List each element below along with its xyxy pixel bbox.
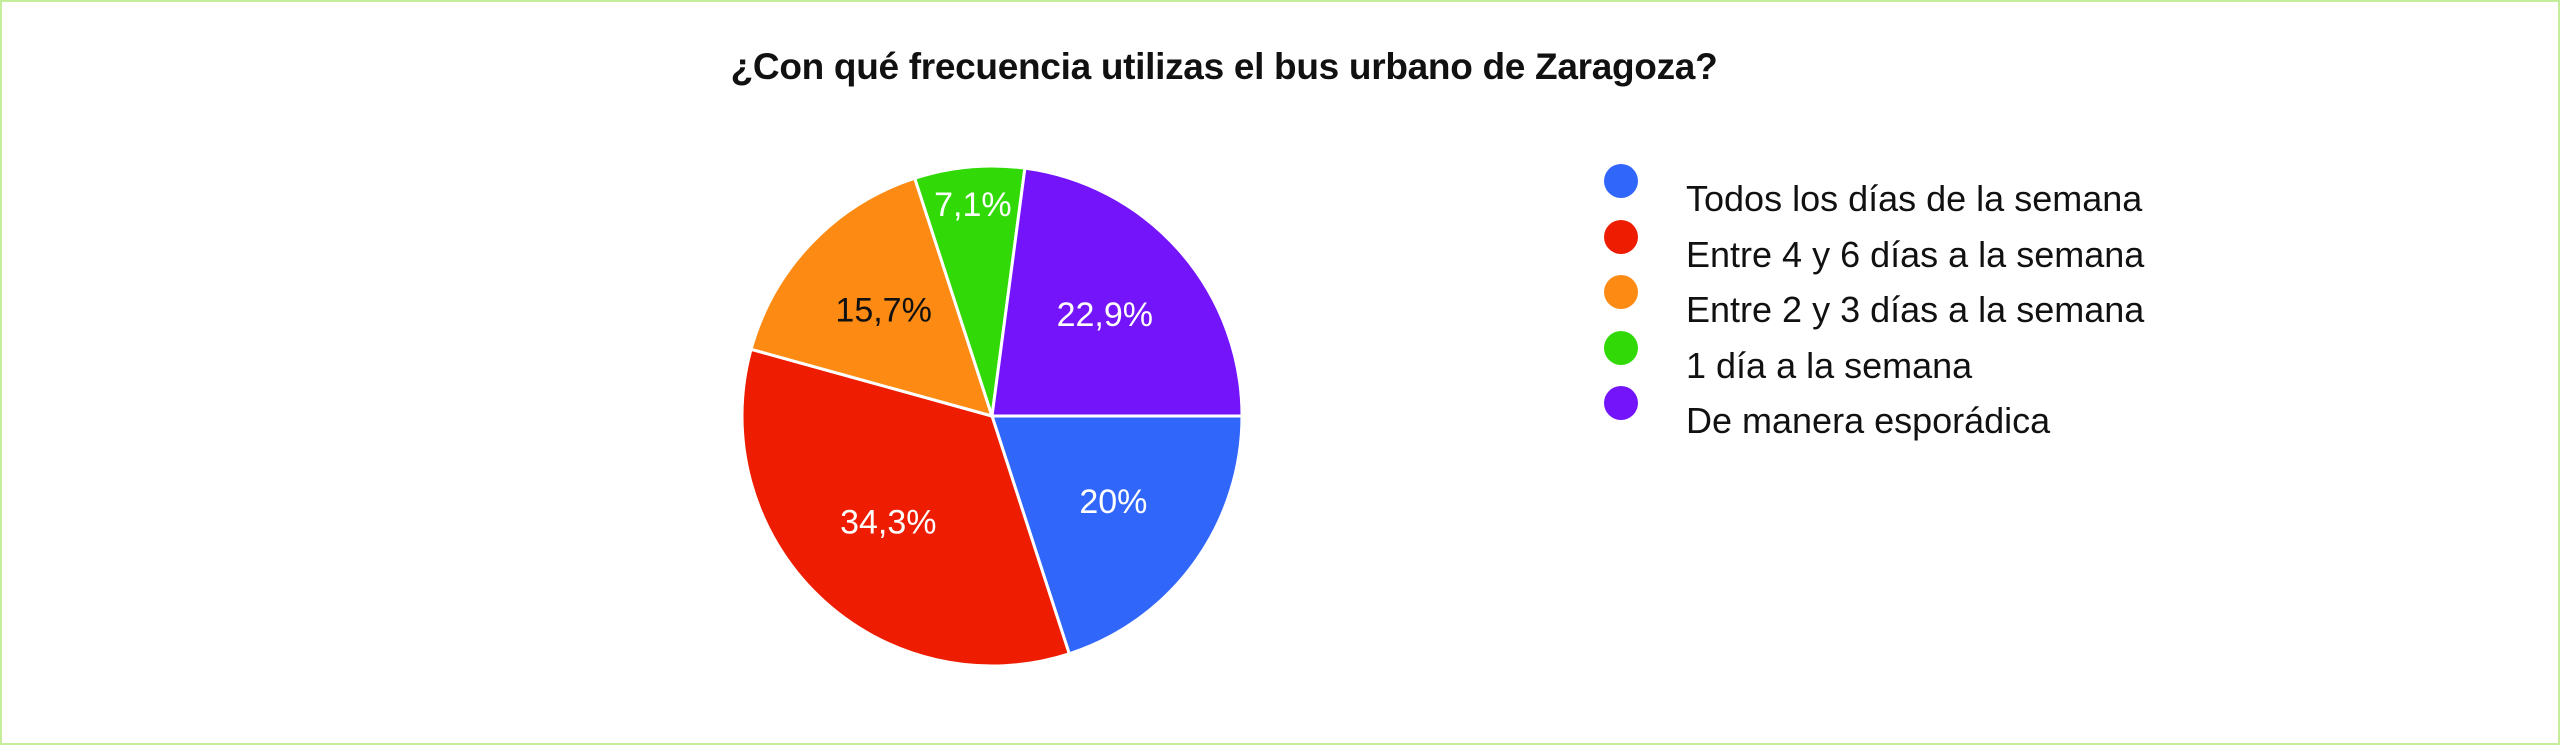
pie-slice [990, 166, 1244, 418]
legend-swatch [1604, 164, 1638, 198]
legend-label: 1 día a la semana [1686, 344, 1973, 386]
slice-label: 20% [1079, 483, 1147, 521]
legend-label: De manera esporádica [1686, 400, 2051, 441]
legend-label: Todos los días de la semana [1686, 178, 2143, 219]
slice-label: 7,1% [934, 186, 1012, 224]
chart-title: ¿Con qué frecuencia utilizas el bus urba… [730, 46, 1718, 87]
slice-label: 22,9% [1057, 296, 1153, 334]
legend-swatch [1604, 219, 1638, 254]
slice-label: 34,3% [840, 503, 936, 541]
legend-swatch [1604, 386, 1638, 420]
legend-swatch [1604, 275, 1638, 309]
pie-slice [912, 164, 1027, 417]
legend-swatch [1604, 330, 1638, 365]
pie-slice [740, 347, 1072, 668]
pie-slice [989, 414, 1244, 656]
slice-label: 15,7% [835, 291, 931, 329]
pie-slice [749, 176, 995, 419]
legend-label: Entre 4 y 6 días a la semana [1686, 233, 2145, 275]
legend-label: Entre 2 y 3 días a la semana [1686, 289, 2145, 330]
